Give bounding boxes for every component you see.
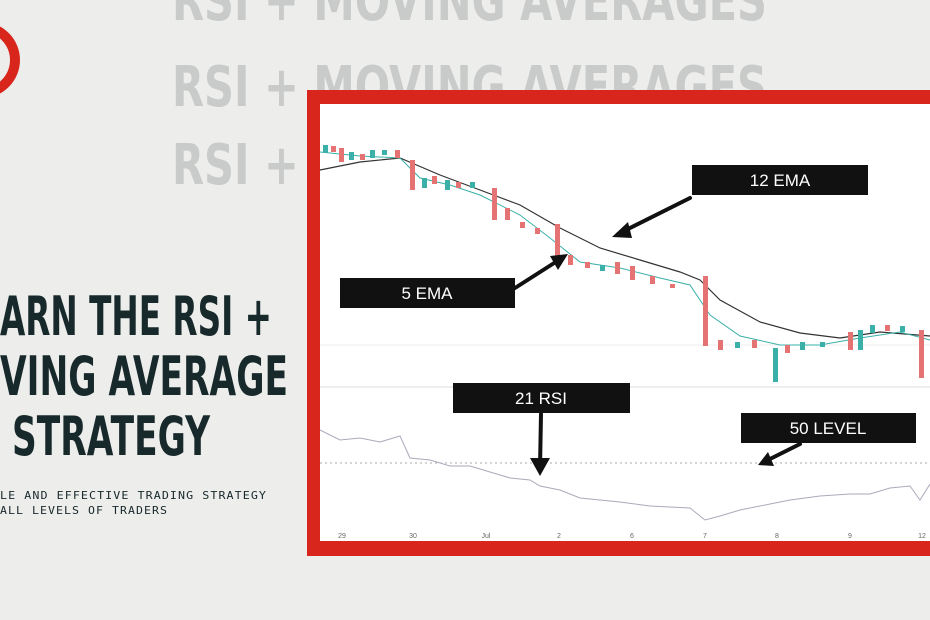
callout: 5 EMA xyxy=(401,284,453,303)
x-label: 2 xyxy=(557,533,561,540)
callout: 21 RSI xyxy=(515,389,567,408)
subtitle: ALL LEVELS OF TRADERS xyxy=(0,504,168,517)
x-labels: 29 30 Jul 2 6 7 8 9 12 xyxy=(338,533,926,540)
background-text: RSI + MOVING AVERAGES xyxy=(172,0,767,34)
x-label: Jul xyxy=(482,533,491,540)
chart-frame: 12 EMA 5 EMA 21 RSI 50 LEVEL 29 30 Jul 2… xyxy=(307,90,930,556)
x-label: 30 xyxy=(409,533,417,540)
callout-box xyxy=(692,165,868,195)
x-label: 8 xyxy=(775,533,779,540)
x-label: 12 xyxy=(918,533,926,540)
callout: 50 LEVEL xyxy=(790,419,867,438)
x-label: 7 xyxy=(703,533,707,540)
callout-box xyxy=(340,278,515,308)
callout-arrows xyxy=(511,194,804,476)
callout: 12 EMA xyxy=(750,171,811,190)
callout-box xyxy=(741,413,916,443)
x-label: 29 xyxy=(338,533,346,540)
headline: ARN THE RSI + xyxy=(0,285,272,348)
x-label: 9 xyxy=(848,533,852,540)
subtitle: LE AND EFFECTIVE TRADING STRATEGY xyxy=(0,489,267,502)
headline: STRATEGY xyxy=(12,405,211,468)
headline: VING AVERAGE xyxy=(0,345,288,408)
callout-box xyxy=(453,383,630,413)
logo xyxy=(0,38,10,82)
candles xyxy=(323,145,924,382)
rsi-line xyxy=(319,429,930,521)
ema-12 xyxy=(319,157,930,339)
x-label: 6 xyxy=(630,533,634,540)
